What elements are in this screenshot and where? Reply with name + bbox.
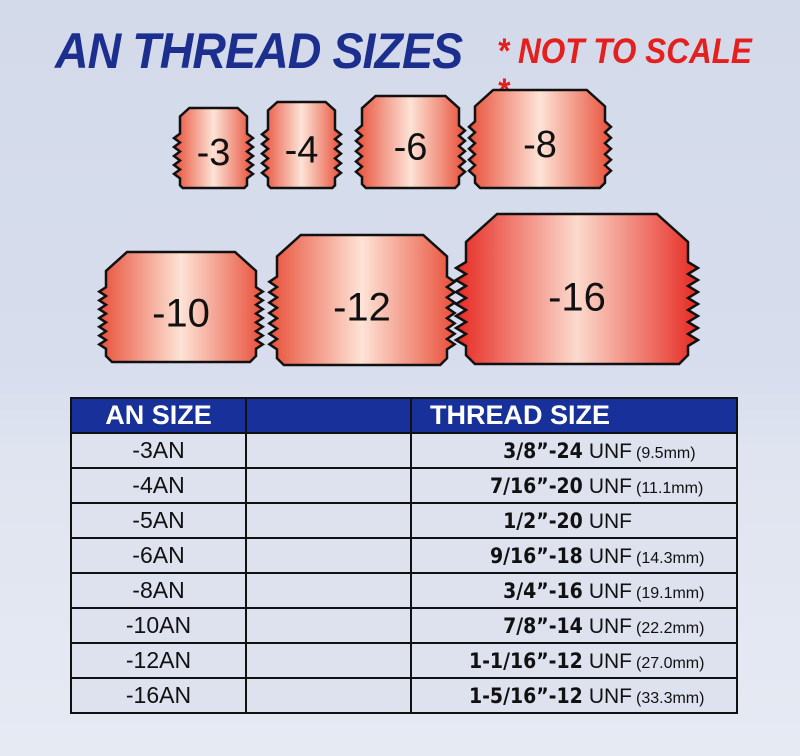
fitting-label: -4 xyxy=(285,129,319,171)
blank-cell xyxy=(245,467,412,504)
fitting-label: -16 xyxy=(548,276,606,320)
fitting-label: -3 xyxy=(197,132,231,174)
table-row: -8AN 3/4”-16 UNF (19.1mm) xyxy=(70,572,738,609)
fittings-illustration: -3 -4 -6 -8 -10 -12 -16 xyxy=(96,88,701,367)
metric-size: (33.3mm) xyxy=(636,690,705,707)
thread-standard: UNF xyxy=(588,545,632,568)
thread-spec: 7/16”-20 xyxy=(489,474,583,498)
an-size-cell: -12AN xyxy=(70,642,247,679)
metric-size: (11.1mm) xyxy=(636,480,704,497)
fitting-size-12: -12 xyxy=(267,233,457,367)
fitting-size-3: -3 xyxy=(171,106,256,190)
blank-cell xyxy=(245,537,412,574)
fitting-shape xyxy=(171,106,256,190)
fitting-size-10: -10 xyxy=(96,250,266,364)
an-size-cell: -3AN xyxy=(70,432,247,469)
blank-cell xyxy=(245,572,412,609)
thread-size-cell: 3/8”-24 UNF (9.5mm) xyxy=(410,432,738,469)
thread-spec: 7/8”-14 xyxy=(503,614,583,638)
blank-cell xyxy=(245,642,412,679)
table-row: -16AN 1-5/16”-12 UNF (33.3mm) xyxy=(70,677,738,714)
thread-size-cell: 1-5/16”-12 UNF (33.3mm) xyxy=(410,677,738,714)
thread-spec: 1-5/16”-12 xyxy=(468,684,583,708)
thread-standard: UNF xyxy=(588,615,632,638)
an-size-cell: -4AN xyxy=(70,467,247,504)
thread-size-cell: 3/4”-16 UNF (19.1mm) xyxy=(410,572,738,609)
metric-size: (22.2mm) xyxy=(636,620,705,637)
an-size-cell: -10AN xyxy=(70,607,247,644)
not-to-scale-note: * NOT TO SCALE * xyxy=(497,32,752,111)
thread-spec: 1-1/16”-12 xyxy=(468,649,583,673)
header-an-size: AN SIZE xyxy=(70,397,247,434)
blank-cell xyxy=(245,607,412,644)
an-size-cell: -6AN xyxy=(70,537,247,574)
thread-standard: UNF xyxy=(588,510,632,533)
blank-cell xyxy=(245,432,412,469)
thread-spec: 9/16”-18 xyxy=(489,544,583,568)
thread-size-cell: 7/8”-14 UNF (22.2mm) xyxy=(410,607,738,644)
thread-size-table: AN SIZE THREAD SIZE -3AN 3/8”-24 UNF (9.5m… xyxy=(70,397,738,714)
an-size-cell: -16AN xyxy=(70,677,247,714)
table-row: -4AN 7/16”-20 UNF (11.1mm) xyxy=(70,467,738,504)
fitting-label: -12 xyxy=(333,286,391,330)
page-title: AN THREAD SIZES xyxy=(55,23,463,79)
fitting-label: -8 xyxy=(523,124,557,166)
fitting-size-4: -4 xyxy=(260,100,343,190)
thread-size-cell: 1/2”-20 UNF xyxy=(410,502,738,539)
fitting-label: -6 xyxy=(394,127,428,169)
fitting-size-8: -8 xyxy=(467,88,613,190)
thread-standard: UNF xyxy=(588,685,632,708)
fitting-shape xyxy=(260,100,343,190)
fitting-shape xyxy=(267,233,457,367)
an-size-cell: -5AN xyxy=(70,502,247,539)
table-header-row: AN SIZE THREAD SIZE xyxy=(70,397,738,434)
blank-cell xyxy=(245,502,412,539)
metric-size: (19.1mm) xyxy=(636,585,705,602)
thread-spec: 3/8”-24 xyxy=(503,439,583,463)
thread-standard: UNF xyxy=(588,650,632,673)
fitting-size-6: -6 xyxy=(354,94,467,190)
header-blank xyxy=(245,397,412,434)
fitting-size-16: -16 xyxy=(453,212,701,366)
table-row: -10AN 7/8”-14 UNF (22.2mm) xyxy=(70,607,738,644)
fitting-shape xyxy=(96,250,266,364)
thread-spec: 3/4”-16 xyxy=(503,579,583,603)
blank-cell xyxy=(245,677,412,714)
thread-standard: UNF xyxy=(588,440,632,463)
fitting-shape xyxy=(354,94,467,190)
fitting-label: -10 xyxy=(152,292,210,336)
table-row: -5AN 1/2”-20 UNF xyxy=(70,502,738,539)
thread-size-cell: 1-1/16”-12 UNF (27.0mm) xyxy=(410,642,738,679)
table-row: -12AN 1-1/16”-12 UNF (27.0mm) xyxy=(70,642,738,679)
thread-size-cell: 9/16”-18 UNF (14.3mm) xyxy=(410,537,738,574)
metric-size: (9.5mm) xyxy=(636,445,696,462)
thread-standard: UNF xyxy=(588,475,632,498)
thread-standard: UNF xyxy=(588,580,632,603)
header-thread-size: THREAD SIZE xyxy=(410,397,738,434)
fitting-shape xyxy=(467,88,613,190)
an-size-cell: -8AN xyxy=(70,572,247,609)
metric-size: (14.3mm) xyxy=(636,550,705,567)
thread-spec: 1/2”-20 xyxy=(503,509,583,533)
table-row: -6AN 9/16”-18 UNF (14.3mm) xyxy=(70,537,738,574)
metric-size: (27.0mm) xyxy=(636,655,705,672)
fitting-shape xyxy=(453,212,701,366)
table-row: -3AN 3/8”-24 UNF (9.5mm) xyxy=(70,432,738,469)
thread-size-cell: 7/16”-20 UNF (11.1mm) xyxy=(410,467,738,504)
